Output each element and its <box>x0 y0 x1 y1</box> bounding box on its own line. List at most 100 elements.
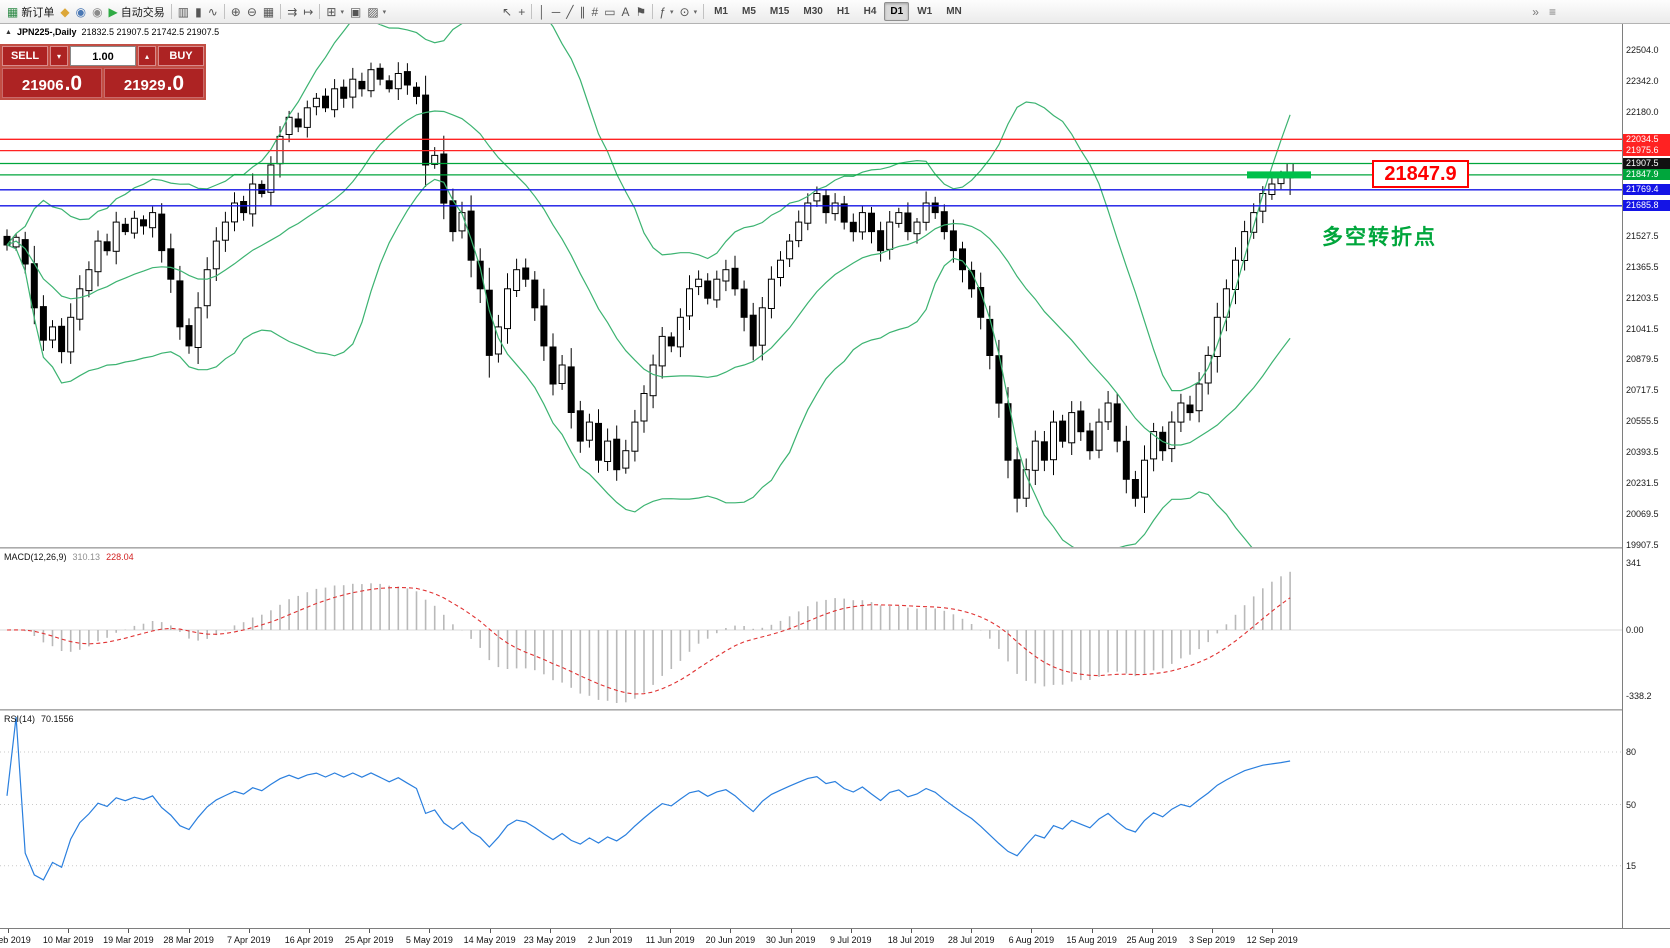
horizontal-line-icon: ─ <box>551 4 561 19</box>
sell-button[interactable]: SELL <box>2 46 48 66</box>
line-chart-mode-icon[interactable]: ∿ <box>205 2 221 22</box>
new-order-button[interactable]: ▦ 新订单 <box>4 2 57 22</box>
auto-trading-button-label: 自动交易 <box>120 6 165 19</box>
sell-price-button[interactable]: 21906.0 <box>2 68 102 98</box>
support-icon[interactable]: ◉ <box>89 2 105 22</box>
turning-point-annotation[interactable]: 多空转折点 <box>1322 226 1437 249</box>
tile-windows-icon[interactable]: ▦ <box>260 2 277 22</box>
buy-price-pips: .0 <box>166 72 185 95</box>
community-icon: ◉ <box>75 4 87 19</box>
zoom-out-icon[interactable]: ⊖ <box>244 2 260 22</box>
text-icon[interactable]: A <box>619 2 633 22</box>
timeframe-d1-button[interactable]: D1 <box>884 2 910 21</box>
time-tick <box>489 929 491 933</box>
chart-shift-icon[interactable]: ↦ <box>300 2 316 22</box>
new-window-icon[interactable]: ⊞ ▾ <box>323 2 347 22</box>
chevron-down-icon: ▾ <box>382 8 387 16</box>
time-tick <box>429 929 431 933</box>
toolbar-menu-icon[interactable]: ≡ <box>1548 4 1556 19</box>
price-tick: 21203.5 <box>1626 292 1659 303</box>
time-label: 19 Mar 2019 <box>103 935 154 945</box>
timeframe-w1-button[interactable]: W1 <box>917 6 933 17</box>
toolbar-more-icon[interactable]: » <box>1532 4 1539 19</box>
new-order-button-icon: ▦ <box>7 4 19 19</box>
line-chart-mode-icon: ∿ <box>207 4 218 19</box>
time-tick <box>730 929 732 933</box>
symbol-label: JPN225-,Daily <box>16 27 77 37</box>
price-callout-annotation[interactable]: 21847.9 <box>1372 160 1469 188</box>
crosshair-icon: + <box>518 4 526 19</box>
candlestick-mode-icon[interactable]: ▮ <box>192 2 205 22</box>
community-icon[interactable]: ◉ <box>73 2 89 22</box>
zoom-in-icon: ⊕ <box>230 4 241 19</box>
arrow-tools-icon: ⚑ <box>635 4 647 19</box>
macd-name: MACD(12,26,9) <box>4 552 67 562</box>
vertical-line-icon[interactable]: │ <box>535 2 549 22</box>
auto-trading-button-icon: ▶ <box>108 4 118 19</box>
time-label: 28 Jul 2019 <box>947 935 995 945</box>
crosshair-icon[interactable]: + <box>515 2 528 22</box>
deposit-icon: ◆ <box>60 4 70 19</box>
templates-icon[interactable]: ▨ ▾ <box>364 2 389 22</box>
volume-input[interactable] <box>71 48 135 66</box>
timeframe-m5-button[interactable]: M5 <box>742 6 756 17</box>
chevron-down-icon: ▾ <box>693 8 698 16</box>
timeframe-m1-button[interactable]: M1 <box>714 6 728 17</box>
deposit-icon[interactable]: ◆ <box>57 2 72 22</box>
bar-chart-mode-icon[interactable]: ▥ <box>175 2 192 22</box>
panel-divider[interactable] <box>0 547 1670 549</box>
timeframe-mn-button[interactable]: MN <box>946 6 962 17</box>
panel-divider[interactable] <box>0 709 1670 711</box>
time-tick <box>790 929 792 933</box>
trendline-icon: ╱ <box>566 4 574 19</box>
price-tick: 20393.5 <box>1626 446 1659 457</box>
time-label: 2 Jun 2019 <box>587 935 633 945</box>
horizontal-line-icon[interactable]: ─ <box>549 2 564 22</box>
shapes-icon[interactable]: ▭ <box>601 2 618 22</box>
trade-panel-controls: SELL ▾ ▴ BUY <box>2 46 204 66</box>
buy-button[interactable]: BUY <box>158 46 204 66</box>
timeframe-m30-button[interactable]: M30 <box>803 6 823 17</box>
one-click-panel-toggle-icon[interactable]: ▲ <box>5 28 12 36</box>
volume-up-button[interactable]: ▴ <box>138 46 156 66</box>
text-icon: A <box>621 4 630 19</box>
time-label: 12 Sep 2019 <box>1246 935 1298 945</box>
sell-price: 21906 <box>21 77 64 94</box>
timeframe-h1-button[interactable]: H1 <box>836 6 850 17</box>
time-label: 15 Aug 2019 <box>1066 935 1117 945</box>
channel-icon[interactable]: ∥ <box>577 2 589 22</box>
rsi-panel[interactable] <box>0 711 1622 928</box>
time-label: 11 Jun 2019 <box>645 935 695 945</box>
price-axis[interactable]: 22504.0 22342.0 22180.0 21527.5 21365.5 21203… <box>1622 24 1670 928</box>
indicators-icon[interactable]: ƒ ▾ <box>656 2 676 22</box>
fibonacci-icon[interactable]: # <box>589 2 602 22</box>
auto-scroll-icon[interactable]: ⇉ <box>284 2 300 22</box>
time-label: 18 Jul 2019 <box>887 935 935 945</box>
time-tick <box>670 929 672 933</box>
vertical-line-icon: │ <box>538 4 546 19</box>
timeframe-m15-button[interactable]: M15 <box>769 6 790 17</box>
arrow-tools-icon[interactable]: ⚑ <box>633 2 650 22</box>
order-options-dropdown[interactable]: ▾ <box>50 46 68 66</box>
main-price-chart[interactable] <box>0 24 1622 547</box>
period-icon[interactable]: ⊙ ▾ <box>677 2 701 22</box>
buy-price-button[interactable]: 21929.0 <box>104 68 204 98</box>
time-tick <box>309 929 310 933</box>
pivot-highlight-segment[interactable] <box>1247 171 1311 179</box>
timeframe-h4-button[interactable]: H4 <box>863 6 877 17</box>
zoom-in-icon[interactable]: ⊕ <box>228 2 244 22</box>
time-label: 5 May 2019 <box>405 935 453 945</box>
auto-trading-button[interactable]: ▶ 自动交易 <box>106 2 168 22</box>
price-tick: 21041.5 <box>1626 323 1659 334</box>
indicators-icon: ƒ <box>659 4 666 19</box>
time-axis[interactable]: 8 Feb 2019 10 Mar 2019 19 Mar 2019 28 Mar 2… <box>0 928 1670 948</box>
cursor-icon[interactable]: ↖ <box>499 2 515 22</box>
chevron-down-icon: ▾ <box>670 8 674 16</box>
macd-histogram <box>15 571 1291 703</box>
trendline-icon[interactable]: ╱ <box>563 2 576 22</box>
macd-panel[interactable] <box>0 549 1622 709</box>
new-order-button-label: 新订单 <box>21 6 55 19</box>
price-level-badge: 21685.8 <box>1623 200 1670 212</box>
profiles-icon[interactable]: ▣ <box>347 2 364 22</box>
